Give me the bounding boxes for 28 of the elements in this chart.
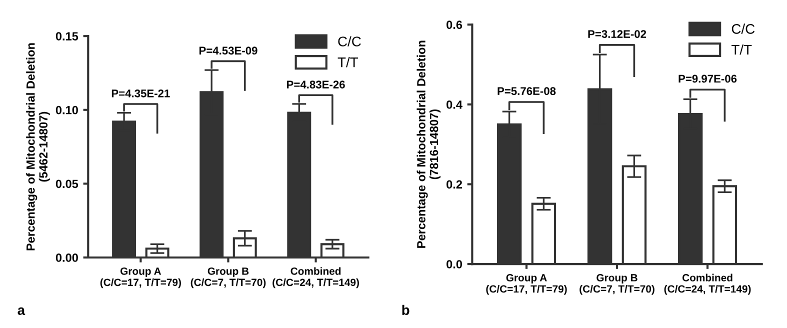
y-tick-label: 0.05: [56, 180, 78, 188]
y-tick-label: 0.6: [446, 20, 462, 29]
x-tick-label: Group B (C/C=7, T/T=70): [190, 267, 266, 288]
text: b: [402, 304, 410, 316]
x-tick-label: Combined (C/C=24, T/T=149): [664, 274, 751, 295]
legend-label: C/C: [338, 36, 361, 46]
legend-label: T/T: [338, 57, 358, 68]
annotation: P=3.12E-02: [588, 30, 646, 38]
y-tick-label: 0.00: [56, 254, 78, 262]
x-tick-label: Group B (C/C=7, T/T=70): [580, 274, 654, 295]
y-tick-label: 0.15: [56, 32, 78, 40]
annotation: P=4.53E-09: [199, 46, 258, 55]
x-tick-label: Group A (C/C=17, T/T=79): [486, 274, 567, 295]
y-axis-title: Percentage of Mitochondrial Deletion (5462-14807): [26, 43, 50, 250]
annotation: P=4.35E-21: [112, 89, 170, 98]
y-tick-label: 0.4: [446, 100, 462, 109]
annotation: P=9.97E-06: [678, 74, 737, 83]
y-tick-label: 0.0: [446, 260, 462, 268]
y-tick-label: 0.10: [56, 106, 78, 114]
legend-label: T/T: [732, 44, 752, 55]
y-axis-title: Percentage of Mitochondrial Deletion (7816-14807): [416, 40, 441, 248]
text: a: [18, 307, 26, 316]
x-tick-label: Combined (C/C=24, T/T=149): [272, 267, 359, 288]
x-tick-label: Group A (C/C=17, T/T=79): [100, 267, 181, 288]
annotation: P=4.83E-26: [287, 80, 345, 89]
y-tick-label: 0.2: [446, 180, 462, 189]
annotation: P=5.76E-08: [498, 87, 556, 96]
legend-label: C/C: [732, 24, 755, 34]
